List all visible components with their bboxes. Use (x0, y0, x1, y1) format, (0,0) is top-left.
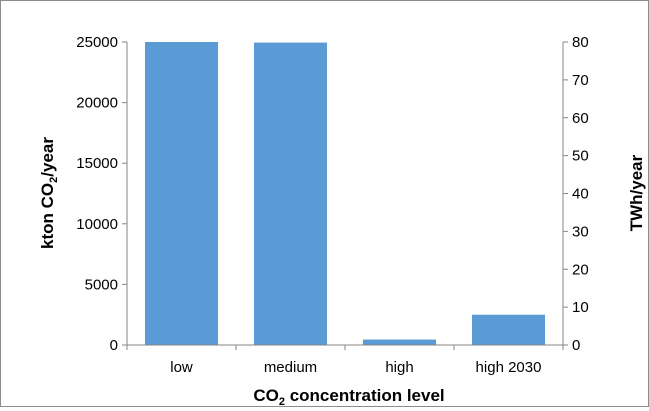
x-tick-label: high (385, 359, 413, 376)
left-tick-label: 0 (110, 337, 118, 354)
bars-group (144, 42, 546, 346)
y-axis-left-title: kton CO2/year (38, 137, 60, 249)
right-tick-label: 0 (572, 337, 580, 354)
left-tick-label: 15000 (76, 155, 118, 172)
right-tick-label: 40 (572, 186, 589, 203)
left-tick-label: 25000 (76, 34, 118, 51)
right-tick-label: 20 (572, 261, 589, 278)
x-tick-label: medium (264, 359, 317, 376)
x-tick-label: low (170, 359, 193, 376)
right-tick-label: 10 (572, 299, 589, 316)
left-axis-ticks: 0 5000 10000 15000 20000 25000 (76, 34, 127, 354)
x-axis-ticks: low medium high high 2030 (126, 345, 564, 376)
right-tick-label: 70 (572, 72, 589, 89)
right-tick-label: 60 (572, 110, 589, 127)
right-tick-label: 50 (572, 148, 589, 165)
bar-low (144, 42, 219, 345)
x-tick-label: high 2030 (476, 359, 542, 376)
bar-high-2030 (471, 314, 546, 345)
right-axis-ticks: 0 10 20 30 40 50 60 70 80 (563, 34, 589, 354)
right-tick-label: 30 (572, 223, 589, 240)
left-tick-label: 20000 (76, 95, 118, 112)
left-tick-label: 10000 (76, 216, 118, 233)
x-axis-title: CO2 concentration level (253, 386, 444, 406)
left-tick-label: 5000 (85, 276, 118, 293)
right-tick-label: 80 (572, 34, 589, 51)
bar-medium (253, 42, 328, 346)
bar-high (362, 339, 437, 345)
y-axis-right-title: TWh/year (627, 154, 646, 231)
